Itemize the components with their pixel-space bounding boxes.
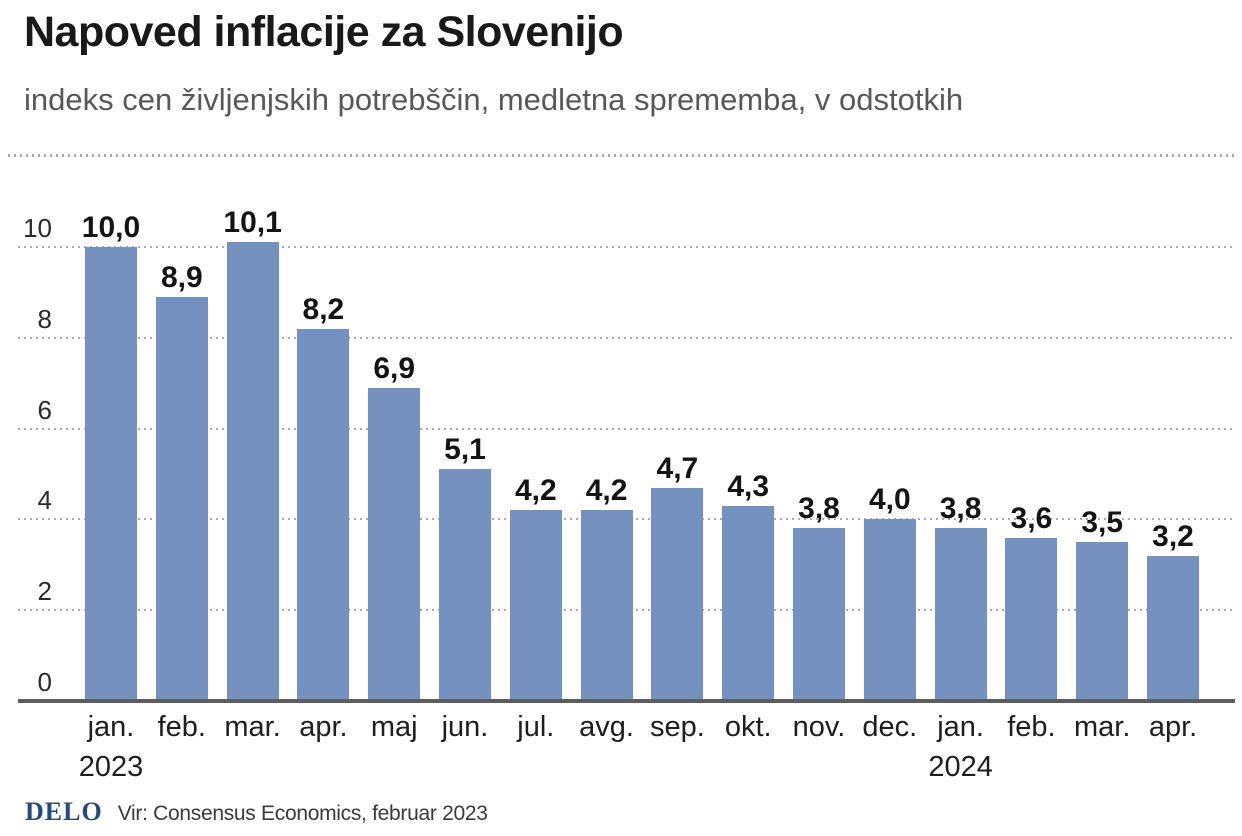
bar-value-label: 6,9 (373, 351, 416, 385)
x-axis-label: jan. (87, 711, 135, 743)
bar-sep.-8 (651, 487, 704, 701)
x-axis-label: feb. (157, 711, 206, 743)
x-axis-label: apr. (1148, 711, 1198, 743)
bar-value-label: 3,5 (1081, 506, 1124, 540)
chart-title: Napoved inflacije za Slovenijo (24, 8, 624, 56)
x-axis-label: apr. (299, 711, 348, 743)
bar-apr.-3 (297, 328, 350, 701)
x-axis-label: mar. (224, 711, 281, 743)
x-axis-label: mar. (1073, 711, 1131, 743)
bar-value-label: 4,2 (585, 474, 628, 508)
bar-value-label: 3,6 (1010, 501, 1053, 535)
gridline-6 (18, 427, 1235, 430)
bar-okt.-9 (722, 505, 775, 701)
bar-value-label: 10,1 (223, 206, 282, 240)
x-axis-label: avg. (579, 711, 634, 743)
x-axis-year-label: 2024 (928, 751, 993, 783)
bar-value-label: 3,8 (798, 492, 840, 526)
bar-mar.-14 (1076, 542, 1129, 701)
chart-subtitle: indeks cen življenjskih potrebščin, medl… (24, 82, 964, 117)
bar-jun.-5 (439, 469, 491, 701)
bar-value-label: 4,2 (514, 474, 557, 508)
bar-maj-4 (368, 387, 421, 701)
y-axis-tick-label: 2 (37, 576, 52, 607)
bar-jul.-6 (509, 510, 562, 701)
bar-value-label: 10,0 (81, 211, 141, 244)
x-axis-label: nov. (792, 711, 846, 743)
x-axis-label: feb. (1007, 711, 1056, 743)
x-axis-label: okt. (724, 711, 772, 743)
bar-value-label: 3,8 (939, 492, 982, 526)
x-axis-label: maj (370, 711, 418, 743)
footer: DELO Vir: Consensus Economics, februar 2… (25, 797, 488, 827)
bar-value-label: 8,9 (160, 260, 203, 294)
bar-value-label: 5,1 (444, 433, 486, 467)
y-axis-tick-label: 4 (37, 485, 52, 516)
bar-feb.-13 (1005, 537, 1058, 701)
gridline-10 (18, 246, 1235, 248)
x-axis-label: dec. (862, 711, 918, 743)
y-axis-tick-label: 6 (37, 394, 52, 425)
y-axis-tick-label: 0 (37, 667, 52, 697)
x-axis-year-label: 2023 (78, 751, 144, 783)
y-axis-tick-label: 10 (23, 213, 52, 243)
bar-mar.-2 (226, 242, 279, 701)
gridline-8 (18, 336, 1235, 339)
dotted-separator (8, 154, 1234, 157)
bar-value-label: 8,2 (302, 292, 345, 326)
x-axis-label: jul. (517, 711, 555, 743)
bar-value-label: 4,3 (727, 469, 770, 503)
source-text: Vir: Consensus Economics, februar 2023 (117, 802, 488, 825)
bar-feb.-1 (155, 296, 208, 701)
x-axis-label: jan. (937, 711, 984, 743)
bar-value-label: 4,0 (868, 483, 911, 517)
delo-logo: DELO (25, 797, 103, 826)
bar-avg.-7 (580, 510, 633, 701)
bar-nov.-10 (793, 528, 845, 701)
bar-value-label: 4,7 (656, 451, 699, 485)
x-axis-label: sep. (649, 711, 705, 743)
y-axis-tick-label: 8 (37, 303, 52, 334)
bar-apr.-15 (1147, 555, 1199, 701)
x-axis-baseline (18, 699, 1235, 703)
bar-jan.-0 (85, 247, 137, 701)
bar-value-label: 3,2 (1152, 519, 1194, 553)
x-axis-label: jun. (441, 711, 489, 743)
bar-dec.-11 (863, 519, 916, 701)
bar-jan.-12 (934, 528, 987, 701)
